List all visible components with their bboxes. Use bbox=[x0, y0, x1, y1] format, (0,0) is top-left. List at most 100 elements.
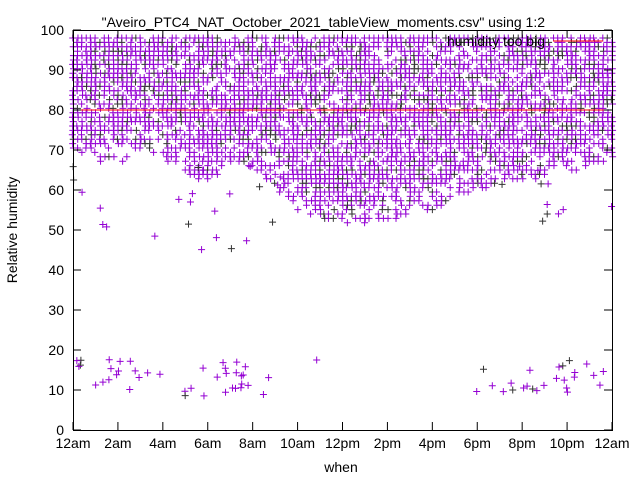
data-point bbox=[78, 188, 86, 196]
data-point bbox=[118, 131, 126, 139]
data-point bbox=[560, 376, 568, 384]
data-point bbox=[365, 206, 373, 214]
data-point bbox=[320, 104, 328, 112]
data-point bbox=[348, 43, 356, 51]
data-point bbox=[122, 96, 130, 104]
data-point bbox=[491, 104, 499, 112]
data-point bbox=[450, 170, 458, 178]
data-point bbox=[360, 153, 368, 161]
data-point bbox=[469, 82, 477, 90]
data-point bbox=[236, 122, 244, 130]
data-point bbox=[498, 180, 506, 188]
data-point bbox=[543, 210, 551, 218]
data-point bbox=[550, 91, 558, 99]
data-point bbox=[545, 38, 553, 46]
data-point bbox=[478, 153, 486, 161]
data-point bbox=[240, 157, 248, 165]
y-tick-label: 40 bbox=[48, 262, 64, 278]
data-point bbox=[185, 144, 193, 152]
data-point bbox=[92, 74, 100, 82]
data-point bbox=[537, 131, 545, 139]
data-point bbox=[244, 381, 252, 389]
data-point bbox=[397, 197, 405, 205]
data-point bbox=[468, 148, 476, 156]
data-point bbox=[456, 184, 464, 192]
data-point bbox=[527, 157, 535, 165]
x-tick-label: 12am bbox=[594, 435, 629, 451]
data-point bbox=[244, 131, 252, 139]
data-point bbox=[126, 386, 134, 394]
data-point bbox=[387, 87, 395, 95]
data-point bbox=[393, 184, 401, 192]
data-point bbox=[241, 363, 249, 371]
data-point bbox=[365, 82, 373, 90]
data-point bbox=[100, 135, 108, 143]
data-point bbox=[568, 96, 576, 104]
data-point bbox=[173, 131, 181, 139]
data-point bbox=[195, 175, 203, 183]
data-point bbox=[518, 157, 526, 165]
data-point bbox=[285, 140, 293, 148]
data-point bbox=[572, 60, 580, 68]
data-point bbox=[424, 201, 432, 209]
data-point bbox=[221, 364, 229, 372]
data-point bbox=[75, 362, 83, 370]
x-tick-label: 8am bbox=[239, 435, 266, 451]
data-point bbox=[131, 96, 139, 104]
data-point bbox=[406, 135, 414, 143]
data-point bbox=[218, 148, 226, 156]
data-point bbox=[141, 65, 149, 73]
data-point bbox=[419, 43, 427, 51]
data-point bbox=[477, 60, 485, 68]
data-point bbox=[607, 96, 615, 104]
data-point bbox=[491, 175, 499, 183]
data-point bbox=[307, 38, 315, 46]
data-point bbox=[559, 362, 567, 370]
data-point bbox=[419, 170, 427, 178]
data-point bbox=[307, 144, 315, 152]
x-tick-label: 2pm bbox=[374, 435, 401, 451]
data-point bbox=[274, 181, 282, 189]
data-point bbox=[433, 188, 441, 196]
data-point bbox=[366, 144, 374, 152]
data-point bbox=[88, 135, 96, 143]
data-point bbox=[478, 104, 486, 112]
x-tick-label: 4pm bbox=[419, 435, 446, 451]
data-point bbox=[150, 148, 158, 156]
data-point bbox=[442, 104, 450, 112]
data-point bbox=[352, 113, 360, 121]
data-point bbox=[190, 122, 198, 130]
data-point bbox=[491, 56, 499, 64]
data-point bbox=[343, 219, 351, 227]
data-point bbox=[491, 140, 499, 148]
data-point bbox=[222, 144, 230, 152]
data-point bbox=[99, 378, 107, 386]
data-point bbox=[536, 78, 544, 86]
data-point bbox=[545, 52, 553, 60]
data-point bbox=[164, 148, 172, 156]
data-point bbox=[451, 157, 459, 165]
y-tick-label: 90 bbox=[48, 62, 64, 78]
data-point bbox=[78, 148, 86, 156]
data-point bbox=[324, 201, 332, 209]
data-point bbox=[356, 192, 364, 200]
data-point bbox=[397, 148, 405, 156]
data-point bbox=[316, 78, 324, 86]
data-point bbox=[516, 162, 524, 170]
data-point bbox=[428, 69, 436, 77]
data-point bbox=[329, 214, 337, 222]
data-point bbox=[428, 192, 436, 200]
data-point bbox=[500, 148, 508, 156]
data-point bbox=[429, 38, 437, 46]
data-point bbox=[239, 371, 247, 379]
data-point bbox=[374, 153, 382, 161]
data-point bbox=[488, 382, 496, 390]
data-point bbox=[128, 74, 136, 82]
data-point bbox=[325, 192, 333, 200]
data-point bbox=[233, 358, 241, 366]
data-point bbox=[520, 384, 528, 392]
data-point bbox=[231, 56, 239, 64]
data-point bbox=[464, 104, 472, 112]
data-point bbox=[276, 173, 284, 181]
x-tick-label: 12am bbox=[55, 435, 90, 451]
